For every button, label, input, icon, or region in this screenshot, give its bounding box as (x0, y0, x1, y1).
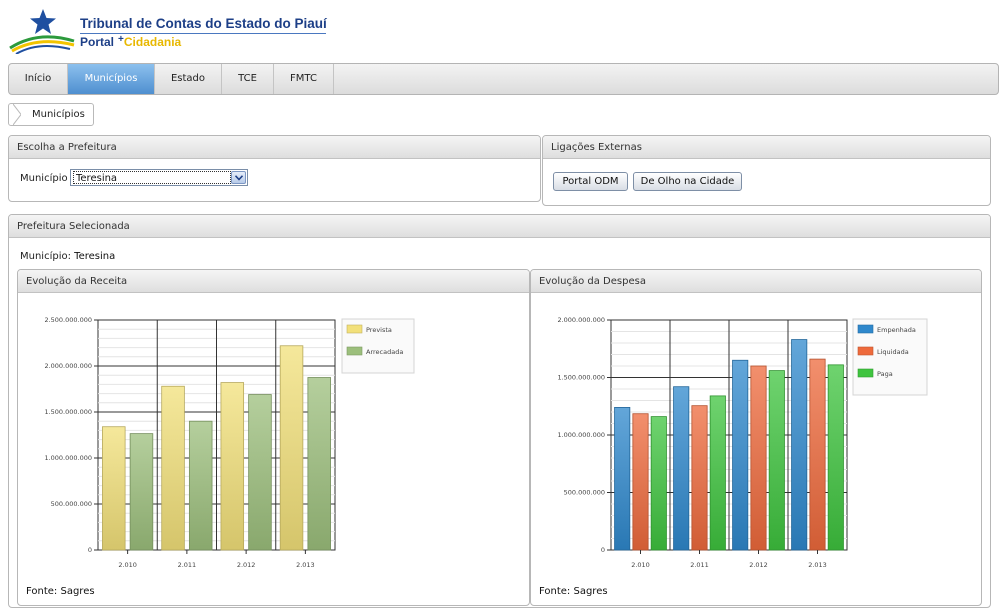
despesa-chart-footer: Fonte: Sagres (539, 586, 608, 597)
bar-empenhada-2.013 (791, 339, 808, 551)
bar-prevista-2.012 (220, 382, 245, 551)
y-tick-label: 500.000.000 (564, 489, 605, 497)
escolha-prefeitura-title: Escolha a Prefeitura (9, 136, 540, 159)
x-tick-label: 2.010 (118, 561, 137, 569)
y-tick-label: 0 (601, 546, 605, 554)
x-tick-label: 2.010 (631, 561, 650, 569)
bar-paga-2.011 (709, 395, 726, 551)
legend-swatch-paga (857, 368, 874, 378)
y-tick-label: 1.500.000.000 (557, 374, 605, 382)
bar-arrecadada-2.011 (188, 420, 213, 551)
breadcrumb-item-municipios[interactable]: Municípios (32, 109, 85, 120)
bar-empenhada-2.011 (673, 386, 690, 551)
legend-label-liquidada: Liquidada (877, 348, 909, 356)
plus-mark: + (118, 34, 124, 45)
bar-paga-2.012 (768, 370, 785, 551)
y-tick-label: 500.000.000 (51, 500, 92, 508)
title-divider (80, 33, 326, 34)
bar-prevista-2.011 (161, 385, 185, 551)
receita-chart-footer: Fonte: Sagres (26, 586, 95, 597)
bar-arrecadada-2.013 (307, 377, 331, 551)
municipio-info-value: Teresina (74, 251, 116, 262)
y-tick-label: 1.500.000.000 (44, 408, 92, 416)
bar-empenhada-2.012 (732, 359, 749, 551)
y-tick-label: 1.000.000.000 (44, 454, 92, 462)
portal-odm-button[interactable]: Portal ODM (553, 172, 628, 191)
municipio-info-label: Município: (20, 251, 71, 262)
site-title: Tribunal de Contas do Estado do Piauí (80, 16, 327, 31)
tab-estado[interactable]: Estado (155, 64, 222, 94)
prefeitura-selecionada-title: Prefeitura Selecionada (9, 215, 990, 238)
de-olho-na-cidade-button[interactable]: De Olho na Cidade (633, 172, 742, 191)
x-tick-label: 2.011 (690, 561, 709, 569)
legend-label-empenhada: Empenhada (877, 326, 916, 334)
y-tick-label: 2.000.000.000 (44, 362, 92, 370)
y-tick-label: 0 (88, 546, 92, 554)
cidadania-label: Cidadania (123, 35, 182, 49)
x-tick-label: 2.012 (237, 561, 256, 569)
bar-liquidada-2.011 (691, 405, 708, 551)
receita-chart-title: Evolução da Receita (18, 270, 529, 293)
y-tick-label: 1.000.000.000 (557, 431, 605, 439)
tab-fmtc[interactable]: FMTC (274, 64, 334, 94)
despesa-chart-title: Evolução da Despesa (531, 270, 981, 293)
legend-swatch-empenhada (857, 324, 874, 334)
portal-label: Portal (80, 35, 115, 49)
bar-paga-2.010 (650, 416, 667, 551)
bar-empenhada-2.010 (614, 407, 631, 551)
legend-swatch-liquidada (857, 346, 874, 356)
portal-subtitle: Portal +Cidadania (80, 34, 181, 49)
bar-arrecadada-2.010 (129, 433, 154, 551)
escolha-prefeitura-panel: Escolha a Prefeitura Município (8, 135, 541, 202)
y-tick-label: 2.000.000.000 (557, 316, 605, 324)
municipio-select-value: Teresina (73, 171, 231, 184)
municipio-field-label: Município (20, 173, 68, 184)
municipio-info: Município: Teresina (20, 251, 115, 262)
breadcrumb: Municípios (8, 103, 94, 126)
y-tick-label: 2.500.000.000 (44, 316, 92, 324)
bar-liquidada-2.012 (750, 365, 767, 551)
bar-paga-2.013 (827, 364, 844, 551)
bar-liquidada-2.013 (809, 358, 826, 551)
despesa-chart: 0 500.000.000 1.000.000.000 1.500.000.000 2.… (557, 316, 928, 569)
main-nav: Início Municípios Estado TCE FMTC (8, 63, 999, 95)
star-icon (30, 9, 56, 34)
bar-liquidada-2.010 (632, 413, 649, 551)
ligacoes-externas-title: Ligações Externas (543, 136, 990, 159)
breadcrumb-arrow-icon (13, 104, 21, 125)
bar-prevista-2.010 (102, 426, 126, 551)
tab-tce[interactable]: TCE (222, 64, 274, 94)
tab-inicio[interactable]: Início (9, 64, 68, 94)
municipio-select[interactable]: Teresina (70, 169, 248, 186)
legend-label-paga: Paga (877, 370, 893, 378)
bar-arrecadada-2.012 (248, 394, 272, 551)
tce-logo (9, 9, 75, 54)
legend-swatch-prevista (346, 324, 363, 334)
x-tick-label: 2.012 (749, 561, 768, 569)
x-tick-label: 2.013 (808, 561, 827, 569)
select-dropdown-button[interactable] (231, 171, 246, 184)
legend-swatch-arrecadada (346, 346, 363, 356)
receita-chart: 0 500.000.000 1.000.000.000 1.500.000.000 2.… (44, 316, 415, 569)
x-tick-label: 2.011 (178, 561, 197, 569)
chevron-down-icon (235, 175, 243, 181)
tab-municipios[interactable]: Municípios (68, 64, 155, 94)
legend-label-arrecadada: Arrecadada (366, 348, 403, 356)
x-tick-label: 2.013 (296, 561, 315, 569)
bar-prevista-2.013 (279, 345, 304, 551)
ligacoes-externas-panel: Ligações Externas (542, 135, 991, 206)
legend-label-prevista: Prevista (366, 326, 392, 334)
